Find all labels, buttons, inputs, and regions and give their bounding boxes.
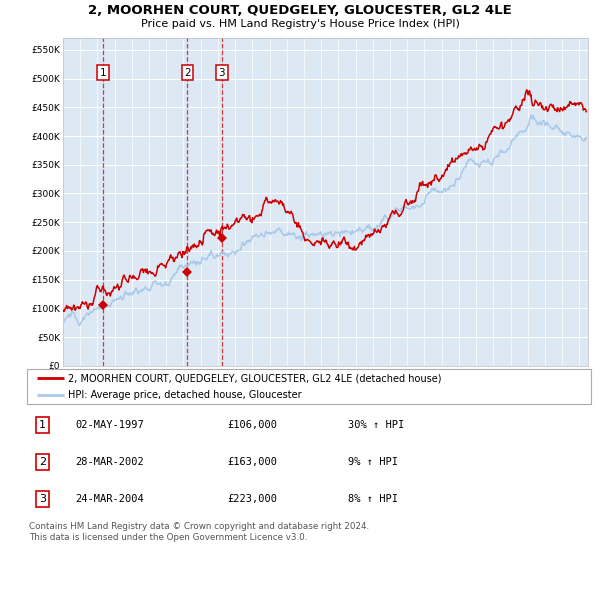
FancyBboxPatch shape bbox=[27, 369, 591, 404]
Text: 2, MOORHEN COURT, QUEDGELEY, GLOUCESTER, GL2 4LE (detached house): 2, MOORHEN COURT, QUEDGELEY, GLOUCESTER,… bbox=[68, 373, 441, 384]
Text: 24-MAR-2004: 24-MAR-2004 bbox=[75, 494, 143, 504]
Text: 30% ↑ HPI: 30% ↑ HPI bbox=[349, 420, 405, 430]
Text: 2: 2 bbox=[184, 68, 191, 78]
Text: 2, MOORHEN COURT, QUEDGELEY, GLOUCESTER, GL2 4LE: 2, MOORHEN COURT, QUEDGELEY, GLOUCESTER,… bbox=[88, 4, 512, 17]
Text: 9% ↑ HPI: 9% ↑ HPI bbox=[349, 457, 398, 467]
Text: 8% ↑ HPI: 8% ↑ HPI bbox=[349, 494, 398, 504]
Text: 1: 1 bbox=[100, 68, 106, 78]
Text: 1: 1 bbox=[39, 420, 46, 430]
Text: 3: 3 bbox=[218, 68, 225, 78]
Text: £106,000: £106,000 bbox=[227, 420, 277, 430]
Text: 2: 2 bbox=[39, 457, 46, 467]
Text: £223,000: £223,000 bbox=[227, 494, 277, 504]
Text: £163,000: £163,000 bbox=[227, 457, 277, 467]
Text: HPI: Average price, detached house, Gloucester: HPI: Average price, detached house, Glou… bbox=[68, 389, 301, 399]
Text: Contains HM Land Registry data © Crown copyright and database right 2024.
This d: Contains HM Land Registry data © Crown c… bbox=[29, 522, 369, 542]
Text: 3: 3 bbox=[39, 494, 46, 504]
Text: 28-MAR-2002: 28-MAR-2002 bbox=[75, 457, 143, 467]
Text: 02-MAY-1997: 02-MAY-1997 bbox=[75, 420, 143, 430]
Text: Price paid vs. HM Land Registry's House Price Index (HPI): Price paid vs. HM Land Registry's House … bbox=[140, 19, 460, 29]
